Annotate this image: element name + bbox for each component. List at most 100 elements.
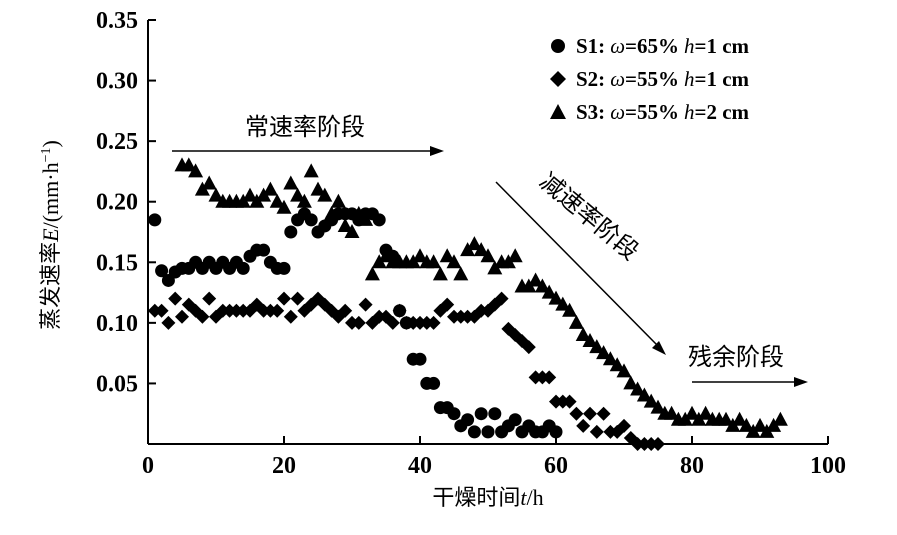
data-point-s2 (351, 315, 366, 330)
y-axis-title-unit: /(mm·h (38, 162, 63, 228)
data-point-s3 (602, 351, 618, 366)
y-tick-label: 0.15 (96, 250, 138, 276)
data-point-s3 (188, 163, 204, 178)
data-point-s2 (277, 291, 291, 306)
data-point-s3 (432, 266, 448, 281)
x-tick-label: 20 (272, 453, 296, 479)
data-point-s1 (467, 425, 481, 439)
data-point-s3 (317, 187, 333, 202)
y-axis-title-sup: −1 (39, 147, 54, 162)
data-point-s3 (466, 236, 482, 251)
data-point-s2 (521, 340, 536, 355)
data-point-s3 (426, 254, 442, 269)
stage-residual-arrow-head (794, 377, 808, 387)
data-point-s1 (155, 264, 169, 278)
data-point-s3 (283, 175, 299, 190)
data-point-s1 (481, 425, 495, 439)
x-axis-title-unit: /h (527, 485, 544, 510)
stage-residual-label: 残余阶段 (688, 343, 784, 371)
data-point-s2 (569, 406, 584, 421)
data-point-s1 (427, 376, 441, 390)
data-point-s1 (148, 213, 162, 227)
data-point-s2 (426, 315, 441, 330)
data-point-s3 (772, 411, 788, 426)
data-point-s3 (296, 193, 312, 208)
data-point-s3 (609, 357, 625, 372)
data-point-s2 (596, 406, 611, 421)
legend-s1-h: h (684, 34, 695, 58)
series-layer (147, 157, 788, 451)
data-point-s2 (195, 309, 210, 324)
data-point-s3 (534, 278, 550, 293)
data-point-s3 (698, 405, 714, 420)
y-tick-label: 0.35 (96, 8, 138, 34)
data-point-s3 (541, 284, 557, 299)
y-axis-title-text: 蒸发速率 (39, 242, 64, 330)
stage-falling-label: 减速率阶段 (534, 167, 644, 266)
stage-constant-arrow-head (430, 146, 444, 156)
legend: S1: ω=65% h=1 cm S2: ω=55% h=1 cm S3: ω=55% h=… (550, 34, 750, 124)
data-point-s3 (344, 224, 360, 238)
data-point-s1 (372, 213, 386, 227)
data-point-s2 (338, 303, 353, 318)
data-point-s3 (181, 157, 197, 172)
data-point-s3 (303, 163, 319, 178)
data-point-s2 (270, 303, 285, 318)
data-point-s2 (290, 291, 305, 306)
data-point-s2 (589, 424, 604, 439)
data-point-s3 (575, 326, 591, 341)
legend-s2-h: h (684, 67, 695, 91)
data-point-s3 (589, 339, 605, 354)
legend-s1-omega-val: =65% (625, 34, 679, 58)
data-point-s3 (330, 193, 346, 208)
data-point-s1 (488, 407, 502, 421)
data-point-s1 (257, 243, 271, 257)
data-point-s3 (528, 272, 544, 287)
y-axis-title: 蒸发速率E/(mm·h−1) (38, 140, 64, 330)
data-point-s3 (643, 393, 659, 408)
data-point-s2 (202, 291, 217, 306)
legend-item-s1: S1: ω=65% h=1 cm (551, 34, 750, 58)
data-point-s2 (161, 315, 176, 330)
legend-marker-circle (551, 39, 565, 53)
data-point-s3 (582, 333, 598, 348)
legend-s1-h-val: =1 cm (694, 34, 749, 58)
legend-s3-omega: ω (610, 100, 625, 124)
data-point-s2 (583, 406, 597, 421)
data-point-s2 (617, 418, 631, 433)
stage-falling-arrow-head (652, 341, 666, 355)
data-point-s3 (718, 411, 734, 426)
data-point-s3 (208, 187, 224, 202)
data-point-s3 (276, 199, 292, 214)
x-axis-title-var: t (520, 485, 527, 510)
data-point-s2 (576, 418, 591, 433)
legend-s3-h-val: =2 cm (694, 100, 749, 124)
y-axis-title-var: E (38, 228, 63, 243)
y-tick-label: 0.20 (96, 190, 138, 216)
x-tick-label: 80 (680, 453, 704, 479)
data-point-s3 (650, 399, 666, 414)
legend-s3-h: h (684, 100, 695, 124)
data-point-s2 (358, 297, 373, 312)
data-point-s2 (440, 297, 455, 312)
data-point-s3 (446, 254, 462, 269)
legend-s2-omega: ω (610, 67, 625, 91)
y-axis-title-close: ) (38, 140, 63, 147)
y-tick-label: 0.05 (96, 371, 138, 397)
data-point-s3 (732, 411, 748, 426)
x-axis-title-text: 干燥时间 (432, 486, 520, 511)
data-point-s2 (168, 291, 183, 306)
y-tick-label: 0.10 (96, 311, 138, 337)
data-point-s3 (548, 290, 564, 305)
data-point-s3 (568, 314, 584, 329)
legend-label-s1: S1: ω=65% h=1 cm (576, 34, 750, 58)
legend-item-s3: S3: ω=55% h=2 cm (550, 100, 750, 124)
series-2 (147, 291, 665, 451)
data-point-s3 (337, 217, 353, 232)
data-point-s3 (596, 345, 612, 360)
data-point-s3 (636, 387, 652, 402)
data-point-s2 (175, 309, 189, 324)
data-point-s3 (310, 181, 326, 196)
y-tick-label: 0.30 (96, 69, 138, 95)
